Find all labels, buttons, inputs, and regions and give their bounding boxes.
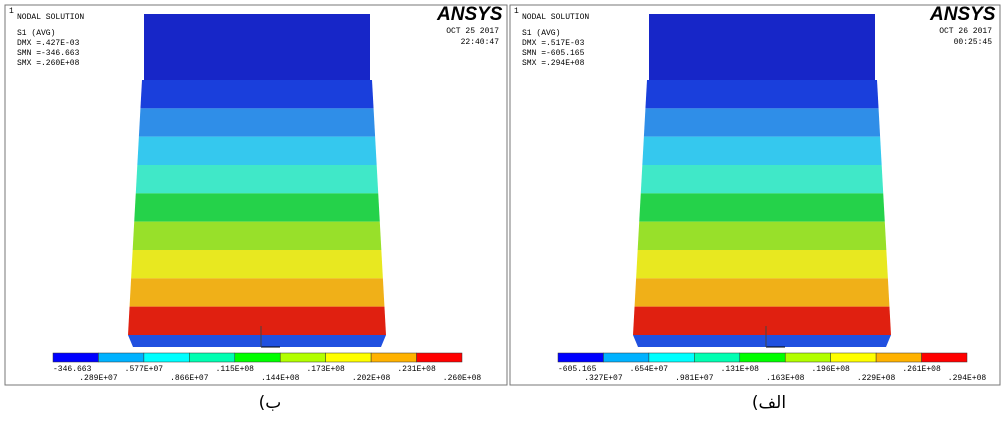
header-dmx: DMX =.517E-03 [522, 39, 585, 48]
caption: الف) [752, 393, 786, 413]
model-band [639, 193, 885, 222]
legend-label: .327E+07 [584, 374, 623, 383]
legend-label: .231E+08 [397, 365, 436, 374]
legend-swatch [279, 352, 326, 363]
model-cap [649, 14, 875, 80]
legend-label: .866E+07 [170, 374, 209, 383]
model-band [128, 306, 386, 335]
model-cap [144, 14, 370, 80]
model-band [135, 165, 379, 194]
legend-label: .260E+08 [443, 374, 482, 383]
legend-label: .202E+08 [352, 374, 391, 383]
legend-swatch [370, 352, 417, 363]
legend-swatch [416, 352, 463, 363]
legend-label: .144E+08 [261, 374, 300, 383]
model-band [634, 278, 890, 307]
model-band [140, 80, 374, 109]
legend-swatch [234, 352, 281, 363]
corner-number: 1 [514, 7, 519, 16]
legend-swatch [739, 352, 786, 363]
model-band [138, 108, 376, 137]
legend-label: .981E+07 [675, 374, 714, 383]
model-band [645, 80, 879, 109]
legend-swatch [784, 352, 831, 363]
model-base [633, 335, 891, 347]
legend-label: .115E+08 [216, 365, 255, 374]
model-band [633, 306, 891, 335]
model-band [637, 221, 887, 250]
legend-swatch [921, 352, 968, 363]
model-base [128, 335, 386, 347]
legend-label: .294E+08 [948, 374, 987, 383]
header-title: NODAL SOLUTION [522, 13, 589, 22]
model-band [636, 250, 888, 279]
legend-swatch [875, 352, 922, 363]
legend-label: -605.165 [558, 365, 597, 374]
header-result: S1 (AVG) [17, 29, 55, 38]
legend-swatch [557, 352, 604, 363]
legend-swatch [325, 352, 372, 363]
legend-label: .173E+08 [306, 365, 345, 374]
ansys-logo: ANSYS [929, 4, 996, 25]
corner-number: 1 [9, 7, 14, 16]
caption: ب) [259, 393, 282, 413]
legend-label: .261E+08 [902, 365, 941, 374]
model-band [643, 108, 881, 137]
header-smn: SMN =-605.165 [522, 49, 585, 58]
model-band [131, 250, 383, 279]
legend-label: -346.663 [53, 365, 92, 374]
model-band [134, 193, 380, 222]
date: OCT 25 2017 [446, 27, 499, 36]
time: 22:40:47 [461, 38, 500, 47]
model-band [129, 278, 385, 307]
legend-swatch [603, 352, 650, 363]
header-dmx: DMX =.427E-03 [17, 39, 80, 48]
header-smx: SMX =.260E+08 [17, 59, 80, 68]
legend-label: .131E+08 [721, 365, 760, 374]
model-band [642, 136, 882, 165]
model-band [137, 136, 377, 165]
legend-swatch [98, 352, 145, 363]
header-smn: SMN =-346.663 [17, 49, 80, 58]
legend-swatch [143, 352, 190, 363]
header-smx: SMX =.294E+08 [522, 59, 585, 68]
model-band [640, 165, 884, 194]
time: 00:25:45 [954, 38, 993, 47]
header-title: NODAL SOLUTION [17, 13, 84, 22]
date: OCT 26 2017 [939, 27, 992, 36]
legend-swatch [648, 352, 695, 363]
legend-label: .654E+07 [630, 365, 669, 374]
legend-label: .289E+07 [79, 374, 118, 383]
model-band [132, 221, 382, 250]
legend-label: .163E+08 [766, 374, 805, 383]
legend-label: .196E+08 [811, 365, 850, 374]
legend-swatch [189, 352, 236, 363]
legend-swatch [694, 352, 741, 363]
header-result: S1 (AVG) [522, 29, 560, 38]
ansys-logo: ANSYS [436, 4, 503, 25]
legend-label: .229E+08 [857, 374, 896, 383]
legend-swatch [830, 352, 877, 363]
legend-swatch [52, 352, 99, 363]
legend-label: .577E+07 [125, 365, 164, 374]
